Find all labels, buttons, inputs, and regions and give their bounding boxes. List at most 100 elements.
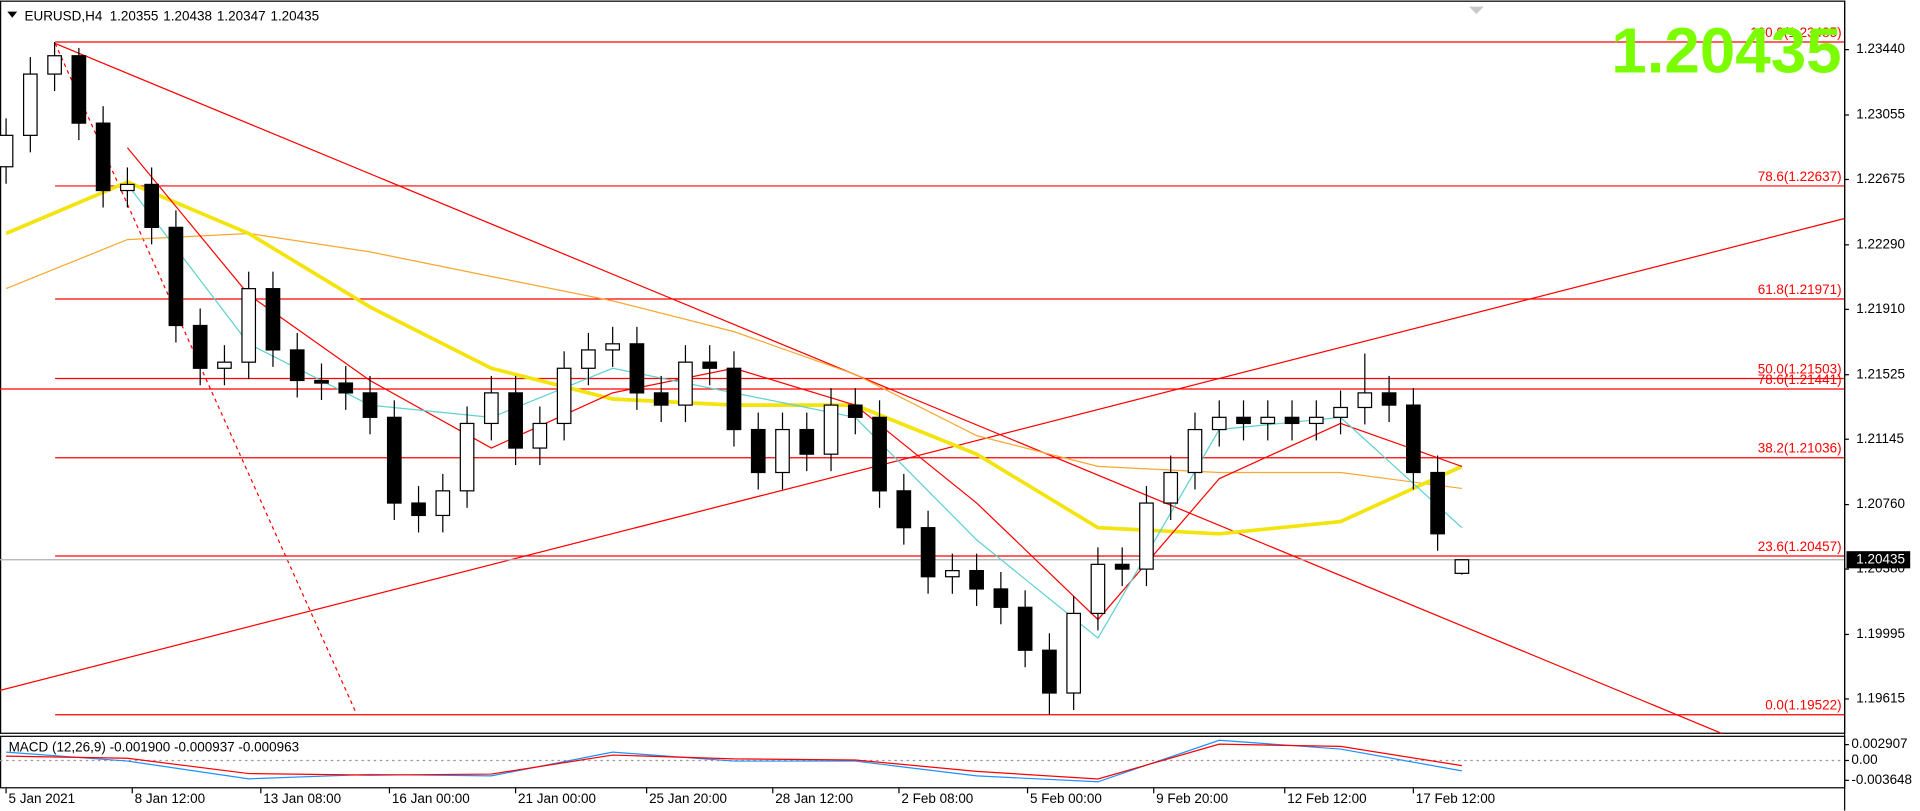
candle-body — [1114, 563, 1130, 570]
macd-label: MACD (12,26,9) -0.001900 -0.000937 -0.00… — [9, 740, 300, 755]
candle-body — [0, 134, 14, 168]
candle-body — [1163, 471, 1179, 504]
candle-body — [1333, 406, 1348, 418]
candle-body — [1406, 404, 1421, 474]
fib-label: 38.2(1.21036) — [1758, 441, 1842, 456]
moving-average — [126, 184, 1463, 639]
macd-y-tick-label: -0.003648 — [1851, 772, 1912, 787]
candle-body — [1357, 392, 1373, 409]
candle-body — [314, 379, 329, 384]
candle-body — [289, 349, 305, 382]
candle-body — [799, 428, 815, 455]
x-tick-label: 12 Feb 12:00 — [1287, 791, 1366, 806]
candle-body — [508, 392, 523, 449]
macd-line — [6, 739, 1462, 783]
candle-body — [47, 55, 62, 75]
x-tick-label: 9 Feb 20:00 — [1156, 791, 1228, 806]
header-high: 1.20438 — [163, 8, 212, 23]
candle-body — [1308, 416, 1324, 425]
x-tick-label: 13 Jan 08:00 — [263, 791, 341, 806]
candle-body — [120, 183, 135, 192]
x-tick-label: 17 Feb 12:00 — [1416, 791, 1495, 806]
symbol: EURUSD,H4 — [25, 8, 103, 23]
y-tick-label: 1.19615 — [1856, 691, 1905, 706]
candle-body — [1042, 649, 1057, 694]
candle-body — [95, 122, 111, 192]
y-tick-label: 1.20760 — [1856, 496, 1905, 511]
candle-body — [459, 422, 475, 492]
candle-body — [993, 588, 1009, 608]
candle-body — [435, 490, 451, 517]
candle-body — [823, 404, 839, 455]
candle-body — [1211, 416, 1227, 431]
candle-body — [144, 183, 159, 228]
candle-body — [629, 343, 645, 394]
current-price-box — [1846, 551, 1911, 569]
chart-header: EURUSD,H4 1.20355 1.20438 1.20347 1.20435 — [25, 8, 320, 23]
candle-body — [217, 361, 232, 369]
candle-body — [241, 288, 257, 363]
trend-line — [54, 42, 1722, 734]
candle-body — [1236, 416, 1251, 425]
candle-body — [847, 404, 863, 418]
candle-body — [944, 570, 960, 578]
candle-body — [726, 367, 742, 431]
x-tick-label: 8 Jan 12:00 — [135, 791, 205, 806]
macd-y-tick-label: 0.002907 — [1851, 736, 1907, 751]
candle-body — [483, 392, 499, 425]
y-tick-label: 1.22675 — [1856, 171, 1905, 186]
candle-body — [969, 570, 984, 590]
candle-body — [1381, 392, 1397, 406]
candle-body — [896, 490, 912, 529]
candle-body — [1066, 612, 1082, 694]
header-close: 1.20435 — [270, 8, 319, 23]
fib-label: 100.0(1.23485) — [1750, 25, 1841, 40]
y-tick-label: 1.21145 — [1856, 431, 1904, 446]
candle-body — [71, 55, 87, 124]
candle-body — [265, 288, 281, 351]
moving-average — [126, 147, 1463, 621]
candle-body — [872, 416, 887, 492]
candle-body — [1284, 416, 1300, 425]
macd-y-tick-label: 0.00 — [1851, 752, 1877, 767]
candle-body — [1454, 559, 1470, 574]
candle-body — [1260, 416, 1276, 425]
fib-label: 78.6(1.21441) — [1758, 372, 1842, 387]
candle-body — [362, 392, 378, 418]
fib-label: 50.0(1.21503) — [1758, 361, 1842, 376]
candle-body — [22, 73, 38, 136]
trend-line — [0, 218, 1845, 691]
shift-marker — [1469, 6, 1484, 15]
header-menu-arrow[interactable] — [7, 11, 18, 18]
fib-label: 0.0(1.19522) — [1765, 698, 1841, 713]
candle-body — [532, 422, 548, 449]
header-low: 1.20347 — [217, 8, 266, 23]
x-tick-label: 16 Jan 00:00 — [392, 791, 470, 806]
x-tick-label: 5 Jan 2021 — [9, 791, 76, 806]
fib-label: 78.6(1.22637) — [1758, 169, 1842, 184]
candle-body — [1187, 428, 1203, 474]
candle-body — [192, 324, 208, 369]
candle-body — [1430, 471, 1445, 535]
x-tick-label: 25 Jan 20:00 — [649, 791, 727, 806]
y-tick-label: 1.21525 — [1856, 366, 1905, 381]
y-tick-label: 1.23440 — [1856, 41, 1905, 56]
x-tick-label: 21 Jan 00:00 — [518, 791, 596, 806]
header-open: 1.20355 — [110, 8, 159, 23]
candle-body — [581, 349, 596, 369]
candle-body — [556, 367, 572, 425]
candle-body — [920, 527, 936, 578]
candle-body — [775, 428, 790, 474]
candle-body — [1017, 606, 1033, 651]
y-tick-label: 1.19995 — [1856, 626, 1905, 641]
candle-body — [702, 361, 718, 369]
fib-label: 61.8(1.21971) — [1758, 282, 1842, 297]
candle-body — [653, 392, 669, 406]
fib-label: 23.6(1.20457) — [1758, 539, 1842, 554]
x-tick-label: 28 Jan 12:00 — [775, 791, 853, 806]
candle-body — [678, 361, 693, 406]
candle-body — [411, 502, 426, 517]
candle-body — [750, 428, 766, 474]
